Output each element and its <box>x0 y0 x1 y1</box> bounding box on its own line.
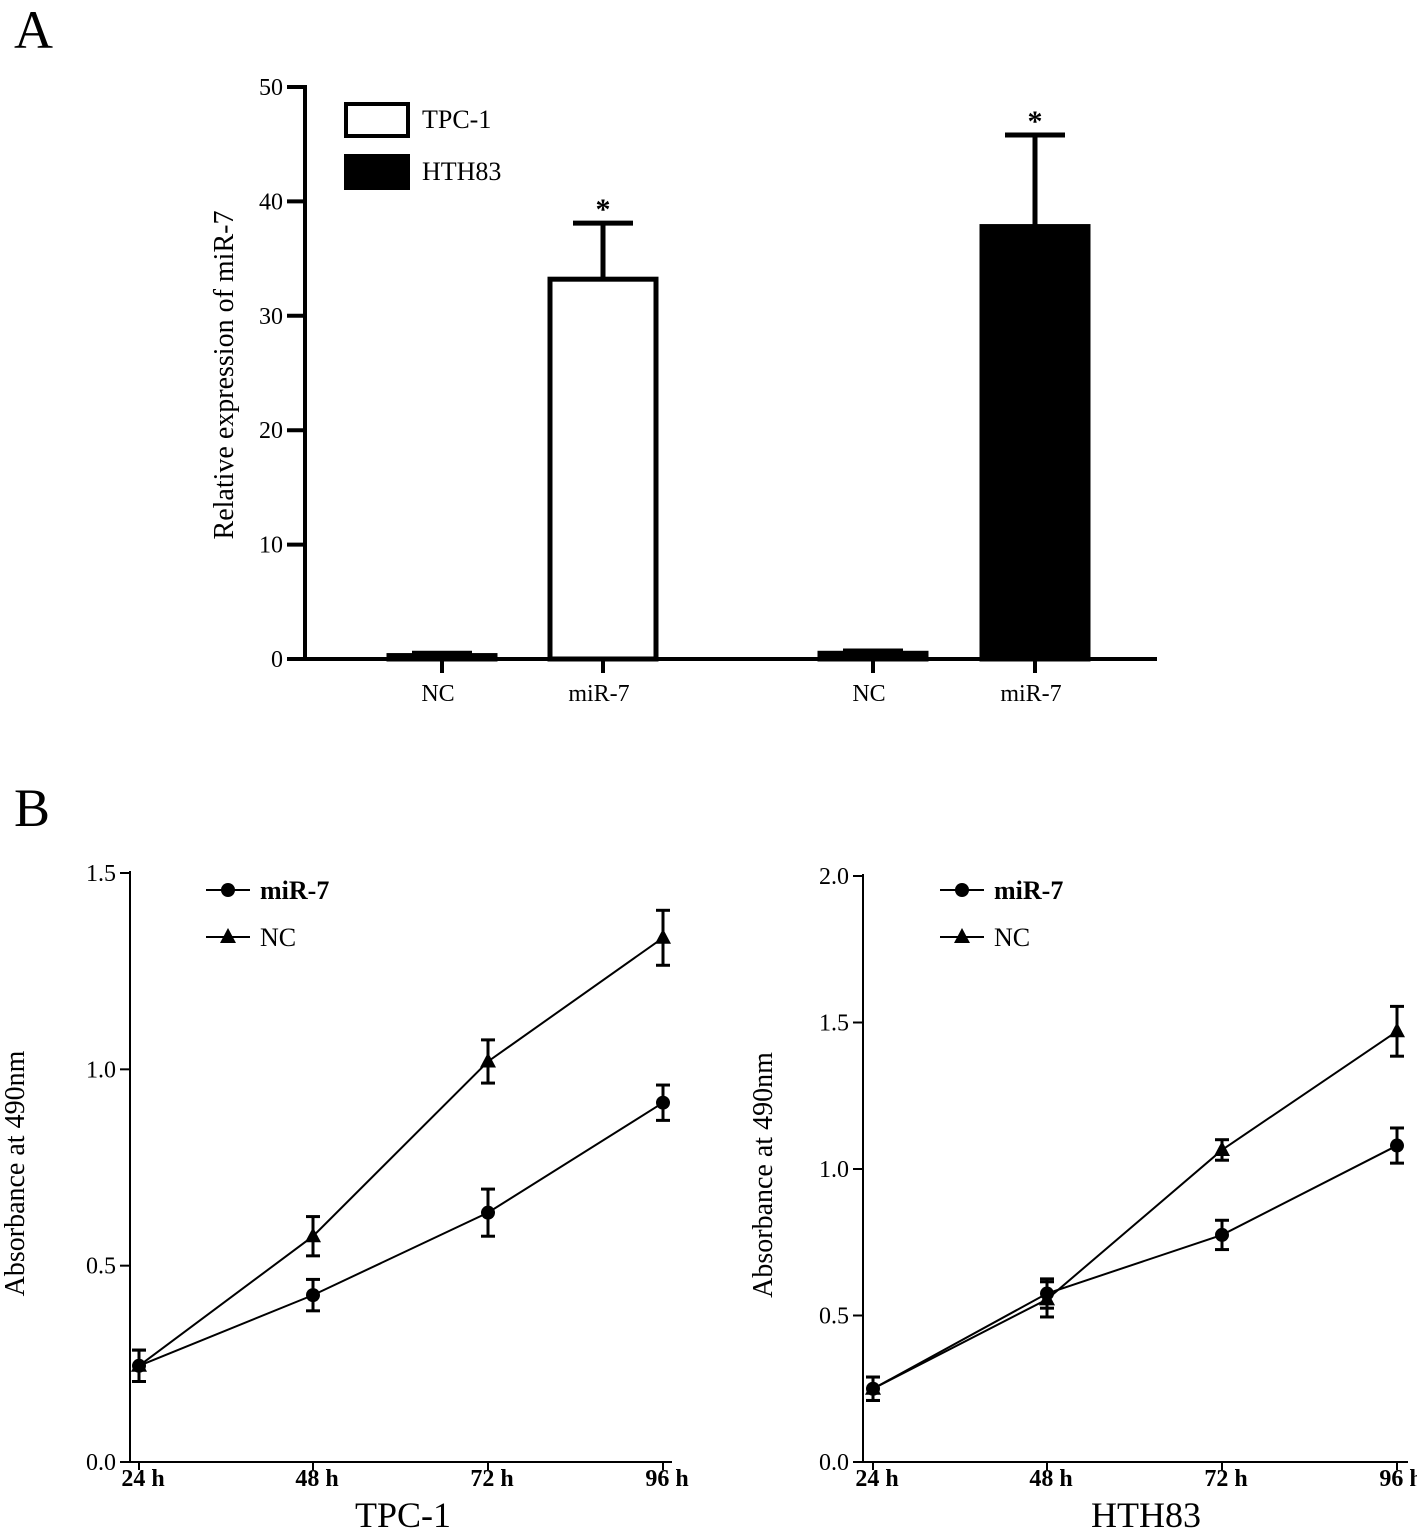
panel-a-letter: A <box>14 0 53 60</box>
legend-marker-triangle <box>954 928 970 943</box>
chart-subtitle: TPC-1 <box>355 1495 451 1528</box>
legend-label: NC <box>994 923 1030 952</box>
bar-chart-a: 0 10 20 30 40 50 NC miR-7 NC miR-7 * * Relative expr… <box>209 75 1157 707</box>
significance-marker: * <box>596 193 611 226</box>
data-point-circle <box>481 1205 495 1220</box>
x-tick-label: 72 h <box>1204 1466 1247 1492</box>
bar <box>547 276 659 662</box>
data-point-circle <box>656 1095 670 1110</box>
y-axis-title: Relative expression of miR-7 <box>209 211 240 540</box>
y-tick-label: 1.0 <box>819 1157 849 1183</box>
x-tick-label: miR-7 <box>568 681 629 707</box>
data-point-triangle <box>1039 1290 1055 1306</box>
series-line <box>872 1030 1398 1390</box>
x-tick-label: 96 h <box>1379 1466 1417 1492</box>
legend-label: miR-7 <box>994 876 1063 905</box>
y-tick-label: 50 <box>259 75 283 101</box>
y-tick-label: 1.5 <box>819 1011 849 1037</box>
y-tick-label: 1.0 <box>86 1057 116 1083</box>
x-tick-label: 48 h <box>295 1466 338 1492</box>
y-axis-title: Absorbance at 490nm <box>0 1050 31 1296</box>
legend-marker-circle <box>955 883 969 897</box>
x-tick-label: 24 h <box>121 1466 164 1492</box>
x-tick-label: miR-7 <box>1000 681 1061 707</box>
y-tick-label: 0.5 <box>819 1304 849 1330</box>
legend-swatch <box>344 154 410 190</box>
data-point-triangle <box>1214 1140 1230 1156</box>
series-line <box>138 936 664 1367</box>
legend-marker-triangle <box>220 928 236 943</box>
data-point-triangle <box>655 928 671 944</box>
data-point-triangle <box>1389 1022 1405 1038</box>
y-tick-label: 0 <box>271 647 283 673</box>
data-point-triangle <box>131 1356 147 1372</box>
y-tick-label: 0.0 <box>86 1450 116 1476</box>
data-point-circle <box>306 1288 320 1303</box>
data-point-triangle <box>865 1379 881 1395</box>
line-chart-hth83: 0.0 0.5 1.0 1.5 2.0 24 h 48 h 72 h 96 h Absorbanc… <box>748 864 1417 1528</box>
legend-label: miR-7 <box>260 876 329 905</box>
bar <box>979 224 1091 662</box>
x-tick-label: NC <box>421 681 454 707</box>
y-tick-label: 1.5 <box>86 861 116 887</box>
data-point-triangle <box>480 1052 496 1068</box>
legend-swatch <box>344 102 410 138</box>
data-point-triangle <box>305 1227 321 1243</box>
x-tick-label: 72 h <box>470 1466 513 1492</box>
bar <box>386 653 498 662</box>
x-tick-label: NC <box>852 681 885 707</box>
y-tick-label: 0.5 <box>86 1254 116 1280</box>
data-point-circle <box>1215 1227 1229 1242</box>
y-tick-label: 30 <box>259 304 283 330</box>
y-tick-label: 2.0 <box>819 864 849 890</box>
panel-b-letter: B <box>14 778 50 838</box>
x-tick-label: 24 h <box>855 1466 898 1492</box>
y-axis-title: Absorbance at 490nm <box>748 1052 779 1298</box>
chart-subtitle: HTH83 <box>1091 1495 1201 1528</box>
line-chart-tpc1: 0.0 0.5 1.0 1.5 24 h 48 h 72 h 96 h Absorbance a… <box>0 861 689 1528</box>
y-tick-label: 20 <box>259 418 283 444</box>
series-line <box>872 1144 1398 1390</box>
y-tick-label: 0.0 <box>819 1450 849 1476</box>
series-line <box>138 1101 664 1367</box>
bar <box>817 650 929 662</box>
significance-marker: * <box>1028 105 1043 138</box>
legend-label: HTH83 <box>422 157 501 186</box>
x-tick-label: 96 h <box>645 1466 688 1492</box>
legend-label: NC <box>260 923 296 952</box>
legend-marker-circle <box>221 883 235 897</box>
legend-label: TPC-1 <box>422 105 491 134</box>
y-tick-label: 10 <box>259 533 283 559</box>
x-tick-label: 48 h <box>1029 1466 1072 1492</box>
y-tick-label: 40 <box>259 189 283 215</box>
data-point-circle <box>1390 1138 1404 1153</box>
